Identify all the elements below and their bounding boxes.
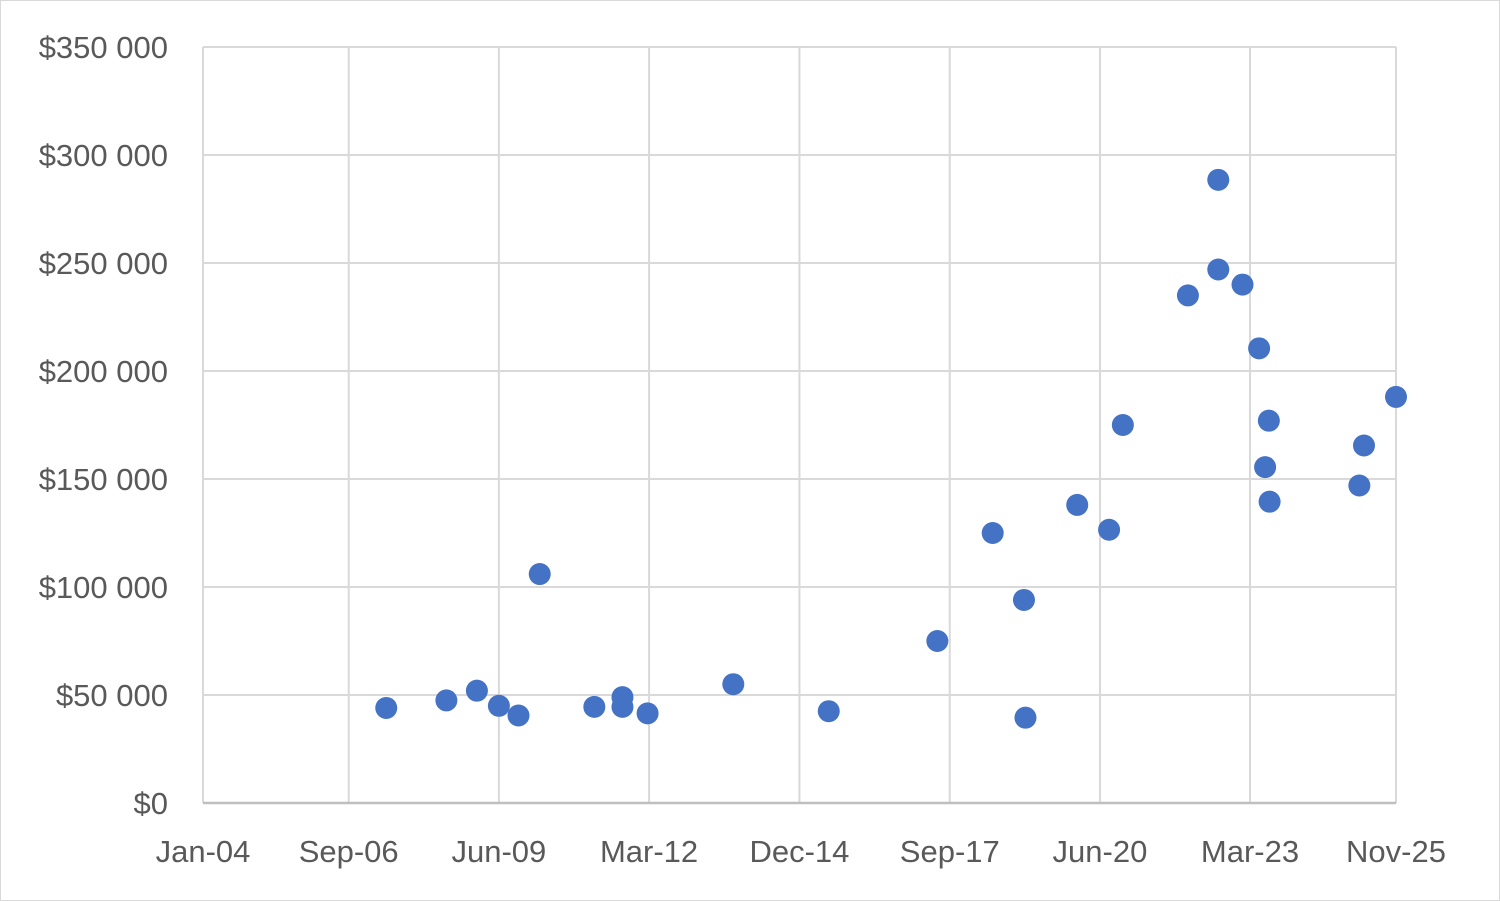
y-tick-label: $150 000 xyxy=(39,462,168,497)
data-point xyxy=(1385,385,1407,408)
data-point xyxy=(1257,409,1280,432)
data-point xyxy=(528,563,551,586)
data-point xyxy=(1012,588,1035,611)
x-axis-tick-labels: Jan-04 Sep-06 Jun-09 Mar-12 Dec-14 Sep-17 Jun-… xyxy=(156,834,1446,869)
x-tick-label: Jun-20 xyxy=(1053,834,1148,869)
data-point xyxy=(375,696,398,719)
data-point xyxy=(1207,168,1230,191)
data-point xyxy=(1258,490,1281,513)
data-point xyxy=(1348,474,1371,497)
x-tick-label: Mar-12 xyxy=(600,834,698,869)
x-tick-label: Mar-23 xyxy=(1201,834,1299,869)
data-point xyxy=(611,695,634,718)
y-tick-label: $250 000 xyxy=(39,246,168,281)
data-point xyxy=(435,689,458,712)
data-point xyxy=(926,630,949,652)
data-point xyxy=(465,679,488,702)
y-axis-tick-labels: $0 $50 000 $100 000 $150 000 $200 000 $250 00… xyxy=(39,30,168,821)
gridlines xyxy=(202,46,1397,803)
data-point xyxy=(981,522,1004,544)
data-point xyxy=(1098,518,1121,541)
y-tick-label: $50 000 xyxy=(56,678,168,713)
data-point xyxy=(1066,493,1089,516)
data-point xyxy=(1231,273,1254,296)
data-point xyxy=(507,704,530,727)
data-point xyxy=(1111,414,1134,436)
y-tick-label: $200 000 xyxy=(39,354,168,389)
data-point xyxy=(1352,434,1375,457)
data-point xyxy=(1254,456,1277,479)
y-tick-label: $300 000 xyxy=(39,138,168,173)
y-tick-label: $350 000 xyxy=(39,30,168,65)
data-point xyxy=(583,695,606,718)
data-point xyxy=(1014,706,1037,729)
y-tick-label: $100 000 xyxy=(39,570,168,605)
x-tick-label: Nov-25 xyxy=(1346,834,1446,869)
data-point xyxy=(722,673,745,696)
data-point xyxy=(1207,258,1230,281)
data-points xyxy=(375,168,1407,729)
data-point xyxy=(1176,284,1199,307)
data-point xyxy=(636,702,659,725)
x-tick-label: Dec-14 xyxy=(749,834,849,869)
data-point xyxy=(487,694,510,717)
data-point xyxy=(1248,337,1271,360)
y-tick-label: $0 xyxy=(134,786,168,821)
x-tick-label: Sep-06 xyxy=(299,834,399,869)
x-tick-label: Jun-09 xyxy=(451,834,546,869)
data-point xyxy=(817,700,840,723)
x-tick-label: Sep-17 xyxy=(900,834,1000,869)
x-tick-label: Jan-04 xyxy=(156,834,251,869)
